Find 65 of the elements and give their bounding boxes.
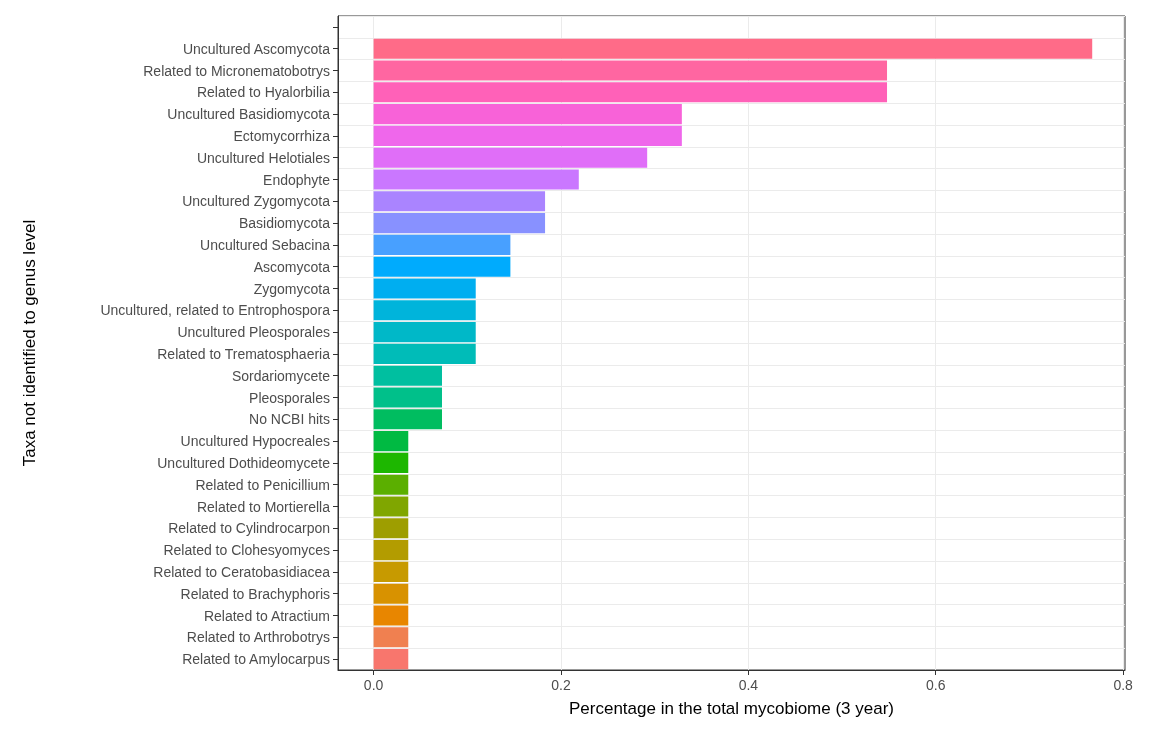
y-tick-label: Ascomycota — [253, 258, 331, 275]
x-tick-label: 0.8 — [1113, 677, 1134, 693]
bar — [373, 452, 409, 473]
bar — [373, 387, 442, 408]
bar — [373, 169, 579, 190]
y-tick-label: Related to Mortierella — [196, 498, 331, 515]
bar — [373, 147, 648, 168]
bar — [373, 213, 546, 234]
bar — [373, 38, 1093, 59]
y-tick-label: Related to Hyalorbilia — [196, 84, 331, 101]
bar — [373, 649, 409, 670]
bar — [373, 540, 409, 561]
y-tick-label: Uncultured Helotiales — [196, 149, 330, 166]
y-tick-label: No NCBI hits — [249, 411, 330, 428]
bar — [373, 82, 888, 103]
y-tick-label: Uncultured Zygomycota — [182, 193, 331, 210]
bar — [373, 627, 409, 648]
y-tick-label: Sordariomycete — [231, 367, 331, 384]
bar — [373, 300, 476, 321]
y-tick-label: Endophyte — [263, 171, 331, 188]
x-tick-label: 0.6 — [926, 677, 946, 693]
y-tick-label: Pleosporales — [249, 389, 330, 406]
bar — [373, 365, 442, 386]
bar — [373, 561, 409, 582]
y-tick-label: Uncultured Ascomycota — [182, 40, 331, 57]
x-tick-label: 0.2 — [551, 677, 571, 693]
bar — [373, 343, 476, 364]
x-tick-label: 0.0 — [363, 677, 384, 693]
bar — [373, 431, 409, 452]
y-tick-label: Uncultured Hypocreales — [180, 433, 330, 450]
bar — [373, 104, 682, 125]
y-tick-label: Uncultured Basidiomycota — [167, 106, 331, 123]
y-axis-title: Taxa not identified to genus level — [20, 219, 39, 467]
bar — [373, 409, 442, 430]
y-tick-label: Related to Arthrobotrys — [186, 629, 330, 646]
y-tick-label: Related to Atractium — [203, 607, 330, 624]
y-tick-label: Related to Clohesyomyces — [163, 542, 330, 559]
x-axis-title: Percentage in the total mycobiome (3 year) — [568, 699, 895, 718]
y-tick-label: Related to Penicillium — [195, 476, 330, 493]
y-tick-label: Related to Brachyphoris — [180, 585, 330, 602]
bar — [373, 256, 511, 277]
y-tick-label: Related to Ceratobasidiacea — [153, 563, 331, 580]
bar — [373, 278, 476, 299]
bar — [373, 518, 409, 539]
bar — [373, 322, 476, 343]
y-tick-label: Related to Cylindrocarpon — [168, 520, 330, 537]
y-tick-label: Ectomycorrhiza — [233, 127, 331, 144]
bar — [373, 191, 546, 212]
y-tick-label: Uncultured Sebacina — [200, 236, 331, 253]
y-tick-label: Related to Trematosphaeria — [157, 345, 331, 362]
y-tick-label: Uncultured Pleosporales — [177, 324, 330, 341]
y-tick-label: Basidiomycota — [238, 215, 331, 232]
y-tick-label: Related to Amylocarpus — [182, 651, 330, 668]
y-tick-label: Uncultured Dothideomycete — [157, 454, 331, 471]
bar — [373, 234, 511, 255]
y-tick-label: Zygomycota — [253, 280, 331, 297]
bar — [373, 60, 888, 81]
x-tick-label: 0.4 — [738, 677, 759, 693]
bar — [373, 583, 409, 604]
bar — [373, 605, 409, 626]
bar — [373, 474, 409, 495]
bar — [373, 125, 682, 146]
bar — [373, 496, 409, 517]
y-tick-label: Related to Micronematobotrys — [143, 62, 330, 79]
y-tick-label: Uncultured, related to Entrophospora — [100, 302, 331, 319]
